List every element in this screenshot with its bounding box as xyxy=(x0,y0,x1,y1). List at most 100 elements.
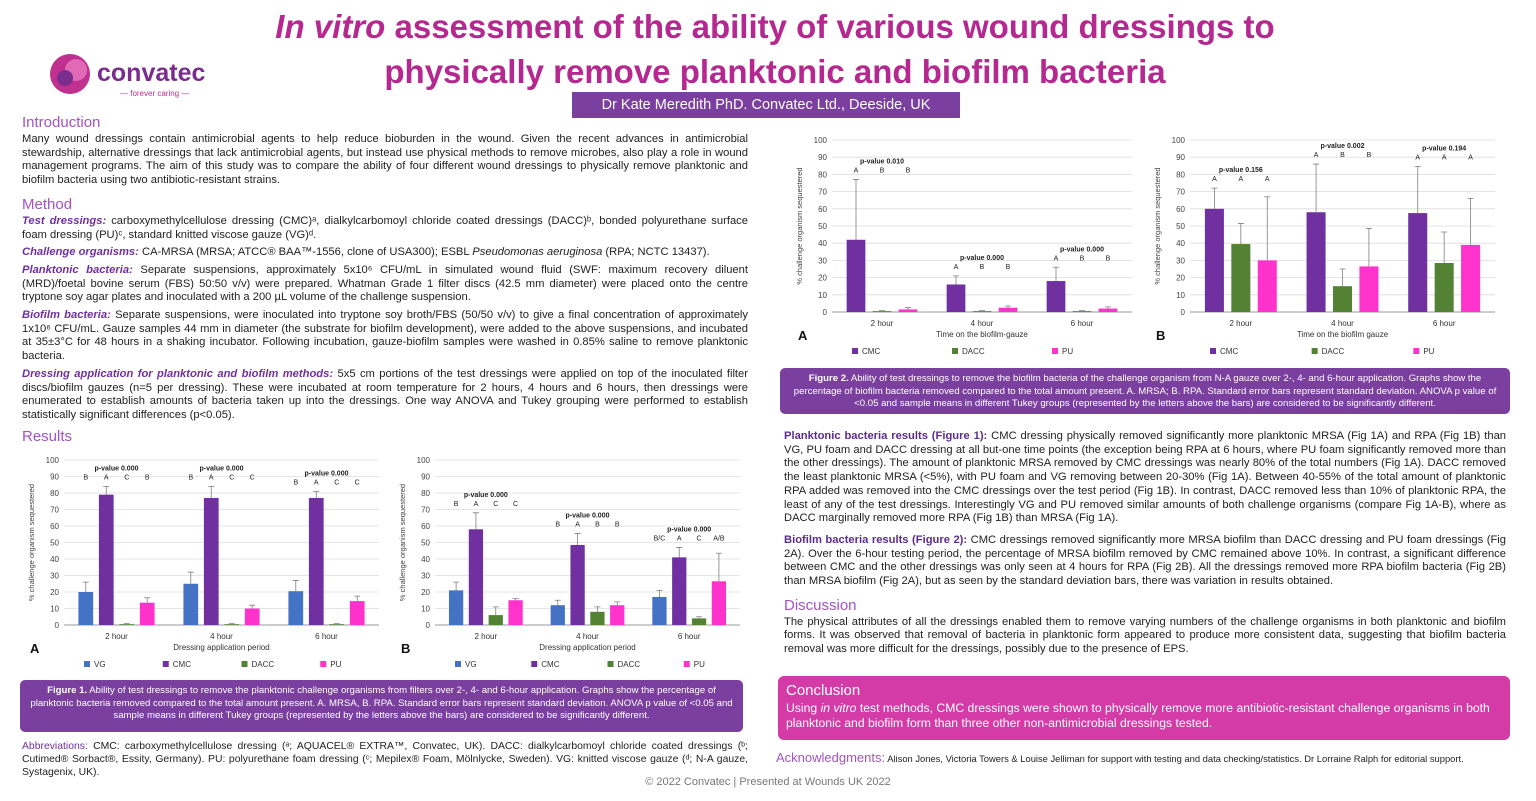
bar xyxy=(550,605,565,625)
tukey-letter: C xyxy=(513,501,518,508)
figure-caption: Figure 1. Ability of test dressings to r… xyxy=(20,680,743,732)
bar xyxy=(183,583,199,625)
bar xyxy=(846,239,866,312)
y-tick-label: 10 xyxy=(421,605,430,614)
y-axis-title: % challenge organism sequestered xyxy=(27,484,36,601)
x-tick-label: 2 hour xyxy=(871,319,894,328)
x-axis-title: Dressing application period xyxy=(539,643,636,652)
error-bar xyxy=(979,310,985,312)
y-tick-label: 30 xyxy=(421,572,430,581)
p-value: p-value 0.000 xyxy=(1060,246,1104,253)
bar xyxy=(590,611,605,625)
y-tick-label: 40 xyxy=(1176,239,1185,248)
tukey-letter: A xyxy=(1238,176,1243,183)
x-tick-label: 6 hour xyxy=(1433,319,1456,328)
paragraph: Biofilm bacteria: Separate suspensions, … xyxy=(22,309,748,364)
y-tick-label: 20 xyxy=(421,588,430,597)
legend-label: CMC xyxy=(541,660,559,669)
legend-swatch xyxy=(84,661,90,667)
tukey-letter: B xyxy=(293,479,298,486)
bar xyxy=(1359,266,1379,312)
tukey-letter: C xyxy=(334,479,339,486)
bar xyxy=(78,592,94,625)
bar xyxy=(349,601,365,625)
error-bar xyxy=(472,512,479,530)
y-tick-label: 80 xyxy=(421,489,430,498)
y-axis-title: % challenge organism sequestered xyxy=(398,484,407,601)
error-bar xyxy=(313,490,320,498)
error-bar xyxy=(696,616,703,619)
legend-swatch xyxy=(531,661,538,667)
chart: 0 10 20 30 40 50 60 70 80 90 100 % challenge organi… xyxy=(1153,136,1495,356)
y-tick-label: 100 xyxy=(417,456,431,465)
legend-label: PU xyxy=(330,660,341,669)
tukey-letter: B xyxy=(906,168,911,175)
label: Planktonic bacteria: xyxy=(22,263,133,276)
bar xyxy=(224,624,240,625)
label: Biofilm bacteria: xyxy=(22,309,111,322)
error-bar xyxy=(82,581,89,592)
paragraph: Using in vitro test methods, CMC dressin… xyxy=(786,701,1502,731)
y-tick-label: 20 xyxy=(1176,274,1185,283)
legend-swatch xyxy=(455,661,461,667)
error-bar xyxy=(144,597,151,603)
error-bar xyxy=(574,533,581,545)
tukey-letter: B xyxy=(555,521,560,528)
legend-swatch xyxy=(1052,348,1058,354)
legend-label: VG xyxy=(465,660,477,669)
tukey-letter: A xyxy=(854,168,859,175)
legend-label: PU xyxy=(1062,347,1073,356)
caption-text: Ability of test dressings to remove the … xyxy=(793,373,1497,409)
y-tick-label: 90 xyxy=(818,153,827,162)
legend-label: PU xyxy=(1423,347,1434,356)
tukey-letter: B xyxy=(1006,264,1011,271)
bar xyxy=(1046,281,1066,312)
label: Planktonic bacteria results (Figure 1): xyxy=(784,430,988,442)
y-tick-label: 40 xyxy=(818,239,827,248)
y-tick-label: 40 xyxy=(50,555,59,564)
y-tick-label: 30 xyxy=(1176,256,1185,265)
legend-label: DACC xyxy=(962,347,985,356)
error-bar xyxy=(656,589,663,597)
error-bar xyxy=(1237,223,1244,245)
error-bar xyxy=(292,580,299,592)
bar xyxy=(691,618,707,625)
y-tick-label: 10 xyxy=(1176,291,1185,300)
error-bar xyxy=(453,581,460,591)
bar xyxy=(998,307,1018,312)
tukey-letter: A xyxy=(104,474,109,481)
bar xyxy=(203,497,219,625)
error-bar xyxy=(1467,198,1474,245)
caption-label: Figure 1. xyxy=(47,685,88,696)
legend-swatch xyxy=(952,348,958,354)
error-bar xyxy=(187,571,194,584)
y-tick-label: 90 xyxy=(421,473,430,482)
paragraph: Many wound dressings contain antimicrobi… xyxy=(22,133,748,187)
tukey-letter: C xyxy=(229,474,234,481)
error-bar xyxy=(1211,187,1218,209)
bar xyxy=(448,590,464,625)
tukey-letter: B xyxy=(1367,152,1372,159)
label: Biofilm bacteria results (Figure 2): xyxy=(784,533,968,546)
tukey-letter: A xyxy=(1442,155,1447,162)
x-tick-label: 6 hour xyxy=(1071,319,1094,328)
error-bar xyxy=(953,275,959,285)
tukey-letter: A xyxy=(1415,155,1420,162)
y-tick-label: 0 xyxy=(823,308,828,317)
bar xyxy=(1306,212,1326,312)
error-bar xyxy=(554,599,561,606)
label: Challenge organisms: xyxy=(22,246,139,259)
error-bar xyxy=(853,179,859,240)
text: (RPA; NCTC 13437). xyxy=(605,246,710,259)
text: test methods, CMC dressings were shown t… xyxy=(786,701,1490,730)
heading: Introduction xyxy=(22,114,101,131)
paragraph: Planktonic bacteria results (Figure 1): … xyxy=(784,430,1506,526)
panel-label: B xyxy=(1156,328,1165,343)
y-tick-label: 80 xyxy=(50,489,59,498)
y-tick-label: 80 xyxy=(818,170,827,179)
x-tick-label: 6 hour xyxy=(315,632,338,641)
legend-label: DACC xyxy=(1322,347,1345,356)
text: Using xyxy=(786,701,818,715)
error-bar xyxy=(103,486,110,495)
legend-label: CMC xyxy=(1220,347,1238,356)
